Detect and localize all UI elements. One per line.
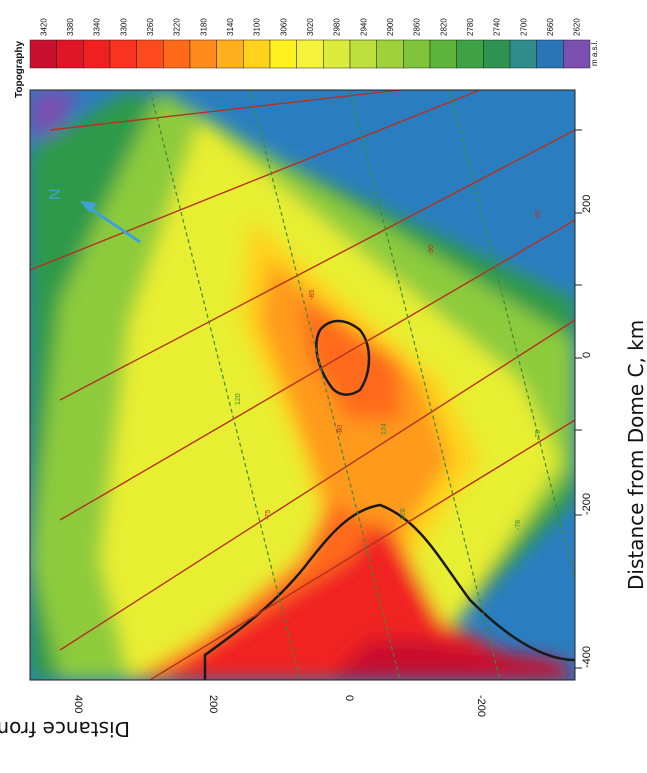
colorbar-cell [456, 39, 484, 69]
colorbar-level-label: 2860 [413, 18, 422, 36]
colorbar-cell [296, 39, 324, 69]
colorbar-level-label: 2620 [573, 18, 582, 36]
colorbar-level-label: 3300 [119, 18, 128, 36]
contour-label: 124 [381, 423, 388, 435]
colorbar-labels: 3420 3380 3340 3300 3260 3220 3180 3140 3100 3060… [39, 18, 581, 36]
colorbar: Topography 3420 3380 3340 3300 3260 3220 3180 3… [14, 18, 599, 98]
colorbar-level-label: 3060 [279, 18, 288, 36]
contour-label: -85 [309, 290, 316, 300]
colorbar-cell [269, 39, 297, 69]
colorbar-cell [403, 39, 431, 69]
colorbar-level-label: 2940 [359, 18, 368, 36]
contour-label: 128 [400, 508, 407, 520]
colorbar-cell [29, 39, 57, 69]
colorbar-cell [189, 39, 217, 69]
y-tick-label: 200 [207, 695, 219, 713]
y-tick-label: 400 [72, 695, 84, 713]
colorbar-cell [323, 39, 351, 69]
x-tick-label: 200 [581, 195, 593, 213]
colorbar-cell [83, 39, 111, 69]
colorbar-level-label: 2780 [466, 18, 475, 36]
colorbar-cell [163, 39, 191, 69]
red-contour-lines [30, 90, 575, 680]
colorbar-level-label: 2900 [386, 18, 395, 36]
colorbar-level-label: 2700 [519, 18, 528, 36]
contour-label: -65 [535, 210, 542, 220]
x-tick-label: 0 [581, 352, 593, 358]
map-frame [29, 89, 576, 681]
colorbar-level-label: 3420 [39, 18, 48, 36]
colorbar-level-label: 3140 [226, 18, 235, 36]
colorbar-unit: m a.s.l. [590, 40, 599, 66]
x-tick-label: -200 [581, 493, 593, 515]
contour-label: -76 [515, 520, 522, 530]
colorbar-level-label: 2740 [493, 18, 502, 36]
colorbar-level-label: 3220 [173, 18, 182, 36]
colorbar-level-label: 3100 [253, 18, 262, 36]
colorbar-cell [536, 39, 564, 69]
x-axis: -400 -200 0 200 Distance from Dome C, km [575, 129, 647, 669]
north-arrow: N [47, 188, 141, 244]
colorbar-level-label: 2980 [333, 18, 342, 36]
contour-label: -78 [535, 430, 542, 440]
contour-label: -80 [337, 425, 344, 435]
colorbar-cell [136, 39, 164, 69]
colorbar-cell [429, 39, 457, 69]
contour-label: -75 [265, 510, 272, 520]
colorbar-title: Topography [14, 41, 25, 98]
colorbar-level-label: 2660 [546, 18, 555, 36]
y-tick-label: -200 [475, 695, 487, 717]
colorbar-cell [483, 39, 511, 69]
x-axis-title: Distance from Dome C, km [624, 320, 647, 590]
map-area: -90 -85 -80 -75 -65 120 124 128 -76 -78 [30, 90, 575, 680]
bold-contour [203, 503, 575, 680]
contour-labels: -90 -85 -80 -75 -65 120 124 128 -76 -78 [235, 210, 542, 530]
colorbar-level-label: 3340 [93, 18, 102, 36]
colorbar-cell [376, 39, 404, 69]
y-tick-label: 0 [343, 695, 355, 701]
colorbar-cell [56, 39, 84, 69]
colorbar-cell [349, 39, 377, 69]
colorbar-cell [216, 39, 244, 69]
contour-label: -90 [428, 245, 435, 255]
contour-label: 120 [235, 393, 242, 405]
y-axis: 400 200 0 -200 Distance from Dome C, km [0, 695, 487, 741]
north-label: N [47, 188, 64, 200]
colorbar-cells [29, 39, 591, 69]
colorbar-cell [563, 39, 591, 69]
colorbar-level-label: 3260 [146, 18, 155, 36]
green-contour-lines [149, 90, 575, 680]
colorbar-level-label: 3380 [66, 18, 75, 36]
colorbar-level-label: 3180 [199, 18, 208, 36]
colorbar-cell [509, 39, 537, 69]
colorbar-level-label: 2820 [439, 18, 448, 36]
colorbar-cell [243, 39, 271, 69]
colorbar-cell [109, 39, 137, 69]
colorbar-level-label: 3020 [306, 18, 315, 36]
x-tick-label: -400 [581, 646, 593, 668]
y-axis-title: Distance from Dome C, km [0, 717, 130, 741]
